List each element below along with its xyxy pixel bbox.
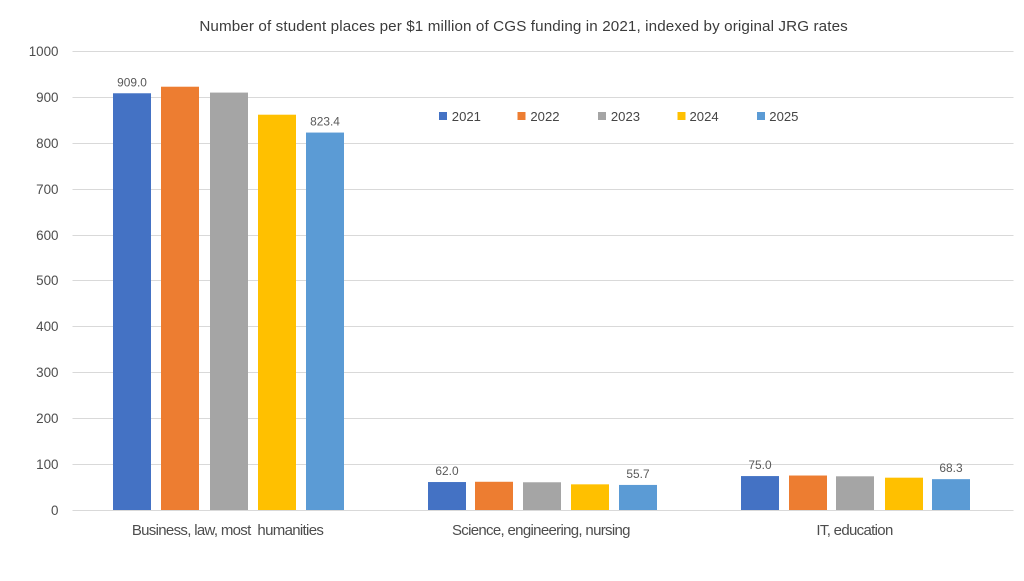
svg-text:IT, education: IT, education [816,522,893,539]
svg-text:700: 700 [36,182,58,197]
svg-text:600: 600 [36,228,58,243]
svg-text:2024: 2024 [690,109,719,124]
svg-text:68.3: 68.3 [939,461,963,475]
svg-text:62.0: 62.0 [435,464,459,478]
svg-text:2025: 2025 [769,109,798,124]
svg-text:400: 400 [36,319,58,334]
svg-text:Business, law, most humanities: Business, law, most humanities [132,522,324,539]
svg-text:909.0: 909.0 [117,75,147,89]
svg-text:75.0: 75.0 [748,458,772,472]
svg-text:500: 500 [36,273,58,288]
svg-text:100: 100 [36,457,58,472]
svg-text:800: 800 [36,136,58,151]
svg-text:0: 0 [51,503,58,518]
svg-text:Number of student places per $: Number of student places per $1 million … [199,18,848,35]
svg-text:2021: 2021 [452,109,481,124]
svg-text:900: 900 [36,90,58,105]
svg-text:200: 200 [36,411,58,426]
svg-text:1000: 1000 [29,44,59,59]
svg-text:55.7: 55.7 [626,467,650,481]
svg-text:Science, engineering, nursing: Science, engineering, nursing [452,522,630,539]
svg-text:2022: 2022 [530,109,559,124]
svg-text:300: 300 [36,365,58,380]
svg-text:2023: 2023 [611,109,640,124]
svg-text:823.4: 823.4 [310,115,340,129]
